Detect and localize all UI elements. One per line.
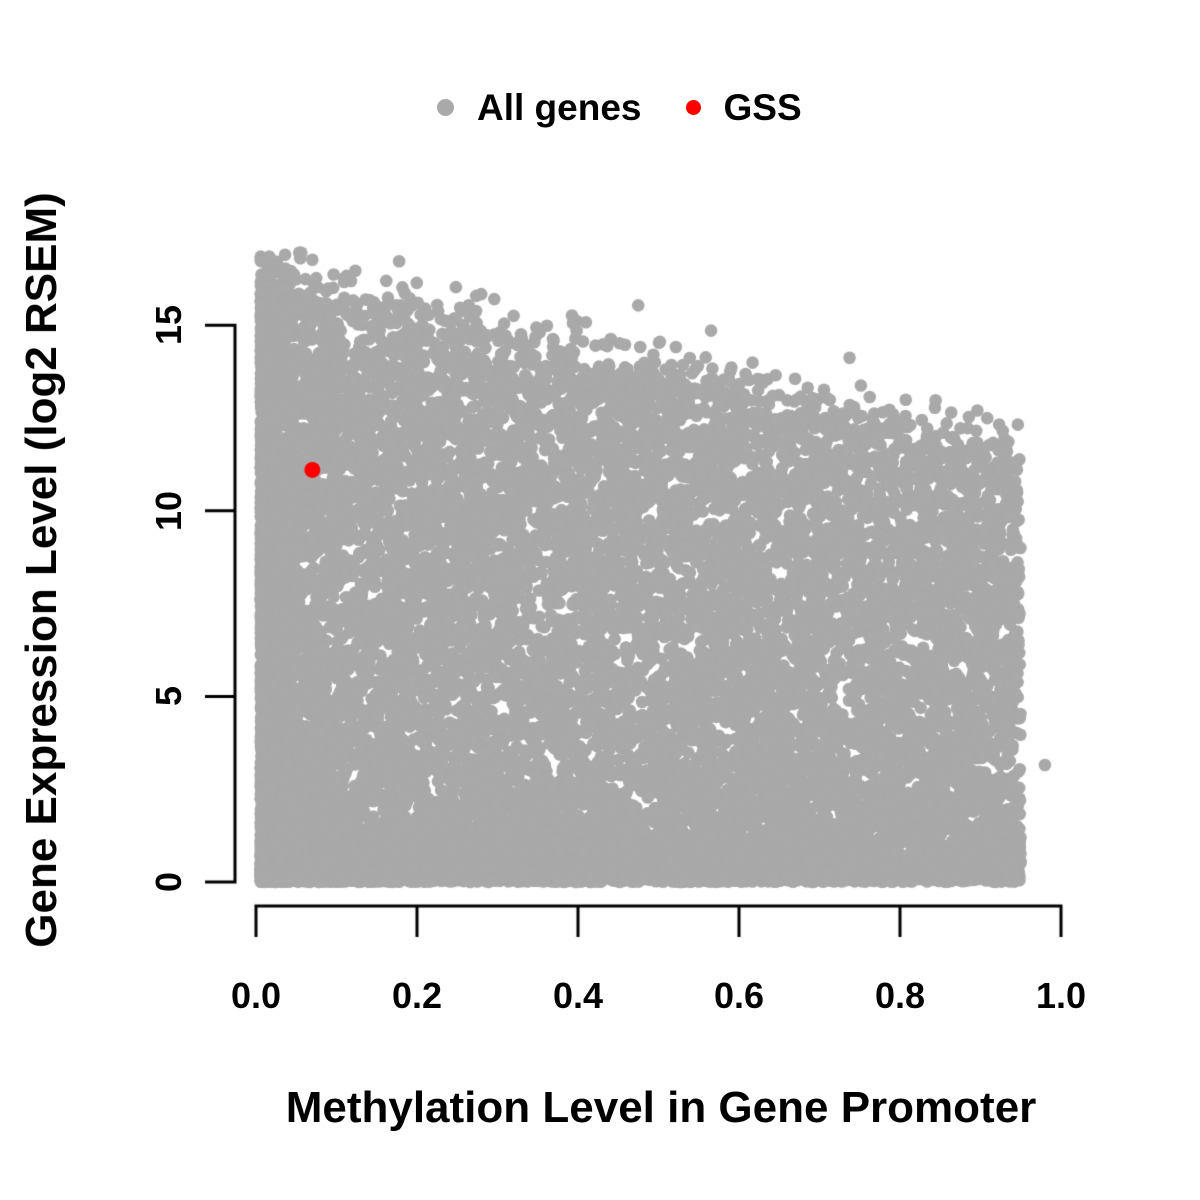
y-tick-label-15: 15 [148,305,189,346]
gss-dot-icon [685,100,701,115]
y-tick-label-5: 5 [148,686,189,707]
y-tick-label-10: 10 [148,490,189,531]
y-axis-title: Gene Expression Level (log2 RSEM) [17,192,66,948]
x-tick-label-0.2: 0.2 [391,975,443,1016]
x-tick-label-0.0: 0.0 [230,975,282,1016]
all-genes-dot-icon [437,99,454,116]
legend: All genes GSS [437,89,802,126]
x-tick-label-0.6: 0.6 [713,975,765,1016]
x-tick-label-0.4: 0.4 [552,975,604,1016]
legend-item-gss: GSS [685,87,802,128]
x-axis-title: Methylation Level in Gene Promoter [285,1083,1037,1132]
legend-item-all-genes: All genes [437,89,642,126]
y-tick-label-0: 0 [148,871,189,893]
legend-label-gss: GSS [723,87,802,128]
x-tick-label-0.8: 0.8 [874,975,926,1016]
legend-label-all-genes: All genes [477,87,642,128]
x-tick-label-1.0: 1.0 [1035,975,1087,1016]
